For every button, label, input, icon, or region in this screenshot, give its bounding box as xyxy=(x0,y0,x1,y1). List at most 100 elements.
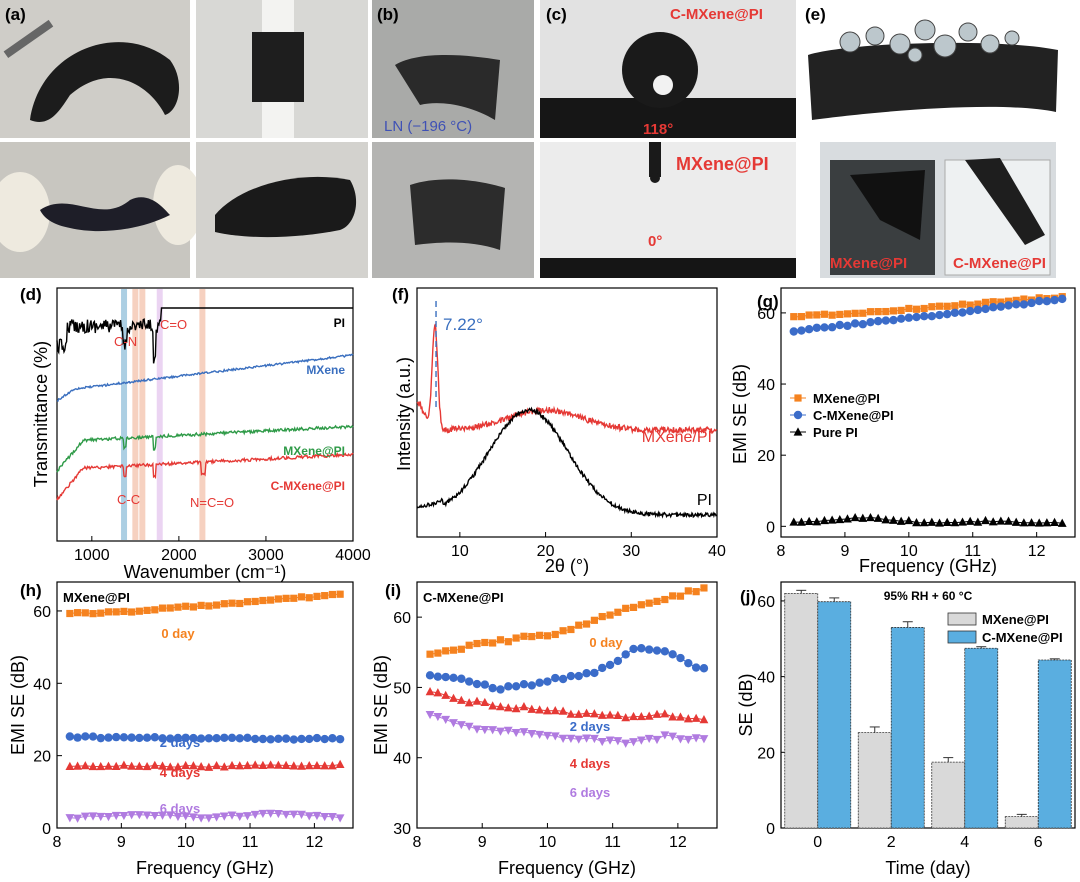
bar-mxene-pi xyxy=(784,592,819,829)
xlabel-d: Wavenumber (cm⁻¹) xyxy=(124,562,287,582)
data-point xyxy=(1004,297,1013,305)
data-point xyxy=(668,732,678,741)
data-point xyxy=(683,714,693,723)
data-point xyxy=(320,761,330,770)
data-point xyxy=(904,313,914,322)
data-point xyxy=(813,311,821,319)
x-tick-label: 30 xyxy=(622,543,640,560)
data-point xyxy=(684,587,692,595)
data-point xyxy=(158,604,167,612)
data-point xyxy=(812,517,822,526)
data-point xyxy=(836,310,844,319)
y-tick-label: 20 xyxy=(757,448,775,465)
data-point xyxy=(660,709,670,718)
data-point xyxy=(905,304,913,313)
data-point xyxy=(661,595,669,604)
data-point xyxy=(112,608,120,616)
legend-marker xyxy=(794,394,802,402)
data-point xyxy=(1058,294,1067,304)
data-point xyxy=(1020,295,1028,303)
data-point xyxy=(920,304,928,313)
data-point xyxy=(312,760,322,770)
data-point xyxy=(134,761,144,770)
data-point xyxy=(699,735,709,744)
data-point xyxy=(614,608,622,616)
plot-frame-d xyxy=(56,287,354,542)
data-point xyxy=(320,813,330,822)
data-point xyxy=(73,814,82,823)
data-point xyxy=(951,302,959,310)
x-tick-label: 12 xyxy=(1028,543,1046,560)
series-label-3: C-MXene@PI xyxy=(271,479,345,493)
data-point xyxy=(973,305,983,315)
series-label: 4 days xyxy=(160,765,200,780)
data-point xyxy=(912,305,921,313)
x-tick-label: 6 xyxy=(1034,834,1043,851)
data-point xyxy=(336,590,344,598)
data-point xyxy=(527,730,537,739)
frozen-film-photo xyxy=(395,55,500,120)
data-point xyxy=(273,809,283,819)
data-point xyxy=(866,317,875,327)
x-tick-label: 2 xyxy=(887,834,896,851)
folded-film-photo xyxy=(215,176,357,238)
data-point xyxy=(96,812,106,822)
data-point xyxy=(668,712,678,721)
legend-swatch xyxy=(947,630,977,644)
data-point xyxy=(928,303,936,311)
ln-caption: LN (−196 °C) xyxy=(384,118,472,135)
data-point xyxy=(566,709,576,718)
data-point xyxy=(488,726,498,735)
data-point xyxy=(692,588,700,596)
data-point xyxy=(426,650,434,658)
data-point xyxy=(691,713,701,722)
data-point xyxy=(104,733,113,742)
data-point xyxy=(988,303,998,312)
c-bottom-angle: 0° xyxy=(648,233,662,250)
series-line xyxy=(429,714,705,744)
data-point xyxy=(88,761,98,771)
data-point xyxy=(789,517,799,526)
data-point xyxy=(181,760,191,770)
x-tick-label: 8 xyxy=(53,834,62,851)
data-point xyxy=(1035,296,1044,306)
data-point xyxy=(582,620,591,628)
x-tick-label: 3000 xyxy=(248,547,284,564)
data-point xyxy=(551,673,560,683)
data-point xyxy=(464,722,474,731)
data-point xyxy=(827,515,837,524)
ylabel-f: Intensity (a.u.) xyxy=(394,357,414,471)
data-point xyxy=(613,737,623,746)
data-point xyxy=(289,735,298,744)
data-point xyxy=(250,734,260,744)
data-point xyxy=(281,760,291,770)
data-point xyxy=(290,594,298,602)
x-tick-label: 10 xyxy=(177,834,195,851)
xlabel-g: Frequency (GHz) xyxy=(859,556,997,576)
data-point xyxy=(212,601,221,609)
data-point xyxy=(297,810,306,819)
data-point xyxy=(196,814,206,823)
data-point xyxy=(305,594,313,602)
data-point xyxy=(312,733,322,743)
data-point xyxy=(335,814,345,823)
bar-mxene-pi xyxy=(1004,816,1039,829)
data-point xyxy=(166,604,174,612)
data-point xyxy=(566,734,576,743)
data-point xyxy=(1004,301,1013,310)
data-point xyxy=(1027,298,1036,308)
data-point xyxy=(312,811,322,821)
data-point xyxy=(449,693,458,702)
data-point xyxy=(543,632,552,640)
data-point xyxy=(480,697,490,707)
chart-i-emi: (i) Frequency (GHz) EMI SE (dB) 8 9 10 11 12… xyxy=(371,581,718,878)
series-label: 0 day xyxy=(161,626,195,641)
x-tick-label: 12 xyxy=(305,834,323,851)
data-point xyxy=(989,298,997,306)
series-label-0: PI xyxy=(334,316,345,330)
data-point xyxy=(966,301,974,309)
panel-label-a: (a) xyxy=(5,5,26,24)
series-label: 4 days xyxy=(570,756,610,771)
y-tick-label: 60 xyxy=(757,594,775,611)
data-point xyxy=(597,737,607,747)
